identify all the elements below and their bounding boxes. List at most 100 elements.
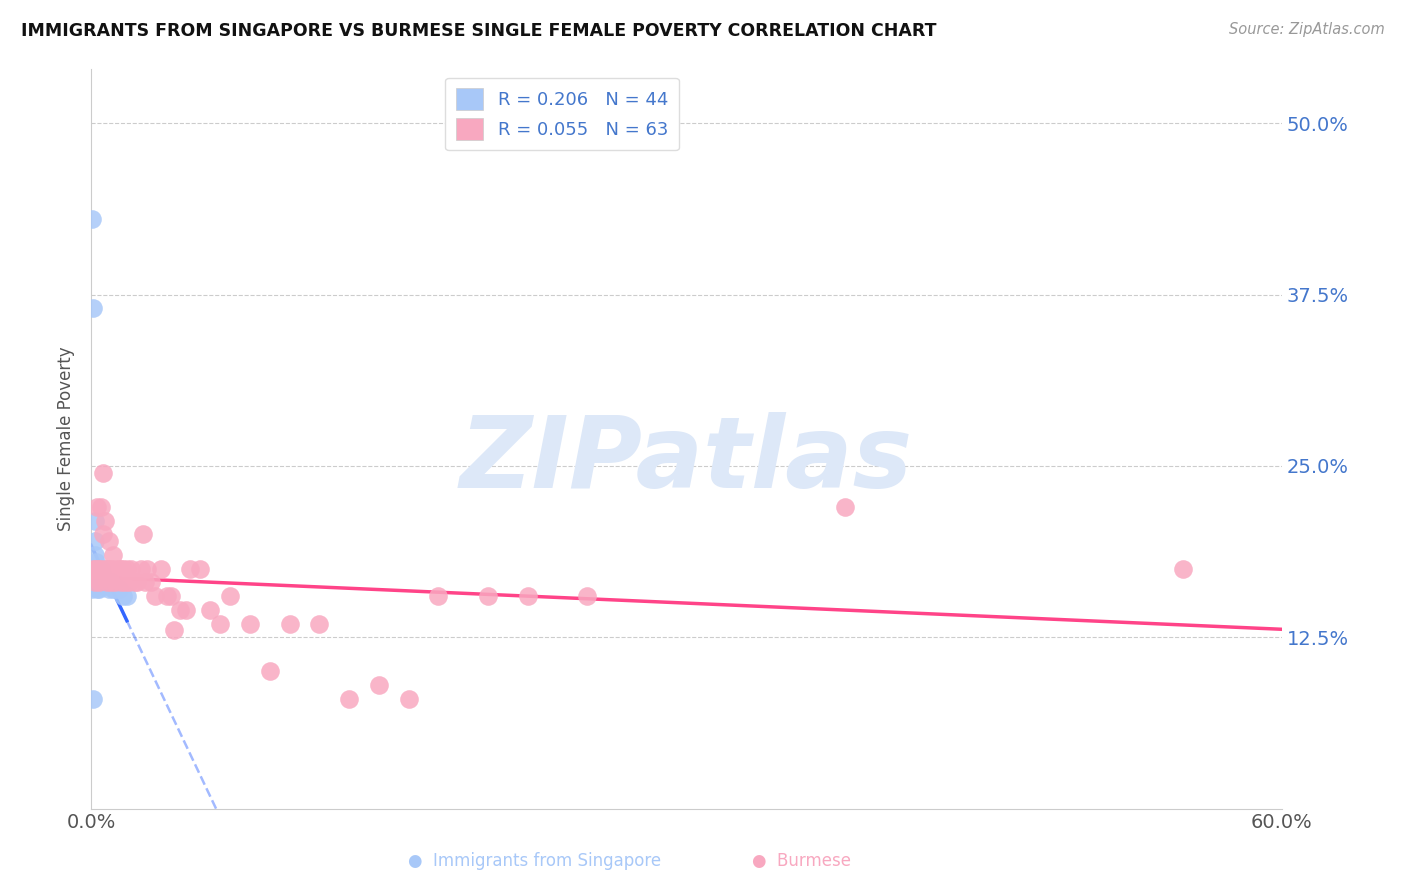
Point [98,582,121,597]
Point [188,562,211,576]
Point [125,575,148,590]
Point [84,555,107,569]
Point [84,562,107,576]
Point [96,562,118,576]
Point [83,562,105,576]
Point [100,575,122,590]
Point [132,527,155,541]
Point [82,582,104,597]
Point [91,527,114,541]
Point [108,562,131,576]
Point [115,589,138,603]
Point [239,616,262,631]
Point [94,575,117,590]
Point [90,500,112,514]
Point [83,568,105,582]
Point [84,534,107,549]
Point [1171,562,1194,576]
Point [86,562,108,576]
Point [114,575,136,590]
Text: ZIPatlas: ZIPatlas [460,412,912,509]
Point [169,603,191,617]
Point [576,589,599,603]
Point [86,568,108,582]
Point [163,624,186,638]
Point [87,575,110,590]
Point [94,514,117,528]
Point [91,568,114,582]
Point [86,562,108,576]
Point [105,568,128,582]
Point [91,575,114,590]
Point [83,575,105,590]
Point [86,582,108,597]
Point [143,589,166,603]
Point [427,589,450,603]
Point [98,562,121,576]
Point [86,568,108,582]
Point [834,500,856,514]
Point [209,616,232,631]
Point [115,562,138,576]
Point [90,562,112,576]
Point [104,562,127,576]
Point [219,589,242,603]
Point [82,692,104,706]
Point [84,575,107,590]
Point [91,466,114,480]
Point [87,562,110,576]
Point [84,562,107,576]
Point [82,562,104,576]
Point [87,562,110,576]
Point [110,575,132,590]
Text: Source: ZipAtlas.com: Source: ZipAtlas.com [1229,22,1385,37]
Point [111,562,134,576]
Point [82,568,104,582]
Point [86,575,108,590]
Point [90,568,112,582]
Point [83,562,105,576]
Point [83,568,105,582]
Point [90,562,112,576]
Point [96,575,118,590]
Point [111,589,134,603]
Point [84,562,107,576]
Point [155,589,177,603]
Point [110,562,132,576]
Point [477,589,499,603]
Point [120,562,142,576]
Point [149,562,172,576]
Point [87,582,110,597]
Point [367,678,389,692]
Point [118,575,141,590]
Point [100,562,122,576]
Point [104,575,127,590]
Point [96,575,118,590]
Point [259,665,281,679]
Point [179,562,201,576]
Point [89,568,111,582]
Point [86,562,108,576]
Point [108,582,131,597]
Point [82,301,104,316]
Point [124,575,146,590]
Point [134,575,156,590]
Point [82,562,104,576]
Text: IMMIGRANTS FROM SINGAPORE VS BURMESE SINGLE FEMALE POVERTY CORRELATION CHART: IMMIGRANTS FROM SINGAPORE VS BURMESE SIN… [21,22,936,40]
Point [159,589,181,603]
Legend: R = 0.206   N = 44, R = 0.055   N = 63: R = 0.206 N = 44, R = 0.055 N = 63 [446,78,679,151]
Point [87,575,110,590]
Point [129,562,152,576]
Point [104,582,127,597]
Point [398,692,420,706]
Point [139,575,162,590]
Point [278,616,301,631]
Point [516,589,538,603]
Point [308,616,330,631]
Point [337,692,360,706]
Text: ●  Immigrants from Singapore: ● Immigrants from Singapore [408,852,661,870]
Point [87,568,110,582]
Point [83,562,105,576]
Point [101,582,124,597]
Point [82,562,104,576]
